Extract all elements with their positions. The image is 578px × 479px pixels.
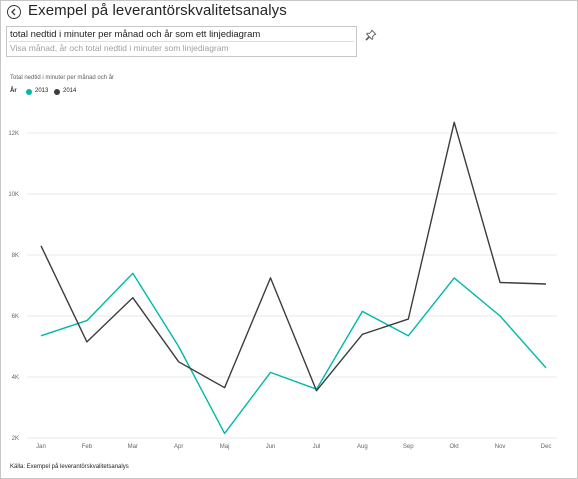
data-point-2013 <box>498 314 501 317</box>
pin-button[interactable] <box>365 28 377 41</box>
data-point-2014 <box>85 340 88 343</box>
qa-suggestion-text: Visa månad, år och total nedtid i minute… <box>10 43 229 53</box>
line-chart: 2K 4K 6K 8K 10K 12K Jan Feb Mar Apr Maj Jun Jul Aug Se… <box>8 121 557 450</box>
data-point-2014 <box>498 281 501 284</box>
series-line-2014 <box>40 121 547 392</box>
x-tick-label: Feb <box>82 444 93 450</box>
legend-label-2014: 2014 <box>63 88 77 94</box>
x-tick-label: Aug <box>357 444 368 450</box>
data-point-2014 <box>407 317 410 320</box>
qa-box: total nedtid i minuter per månad och år … <box>6 26 357 57</box>
x-tick-label: Okt <box>450 444 460 450</box>
legend-label-2013: 2013 <box>35 88 49 94</box>
data-point-2013 <box>453 276 456 279</box>
data-point-2013 <box>407 334 410 337</box>
chart-title: Total nedtid i minuter per månad och år <box>10 75 115 81</box>
page-title: Exempel på leverantörskvalitetsanalys <box>28 2 287 19</box>
y-tick-label: 12K <box>8 131 19 137</box>
y-tick-label: 4K <box>12 375 19 381</box>
x-tick-label: Nov <box>495 444 506 450</box>
series-line-2013 <box>40 272 547 435</box>
data-point-2014 <box>223 386 226 389</box>
pin-icon <box>365 29 377 41</box>
y-tick-label: 2K <box>12 436 19 442</box>
data-point-2014 <box>453 121 456 124</box>
x-tick-label: Dec <box>541 444 552 450</box>
data-point-2013 <box>131 272 134 275</box>
data-point-2013 <box>269 371 272 374</box>
back-arrow-icon <box>11 8 16 16</box>
x-tick-label: Apr <box>174 444 183 450</box>
legend-dot-2013 <box>26 89 32 95</box>
data-point-2013 <box>85 319 88 322</box>
y-tick-label: 10K <box>8 192 19 198</box>
source-caption: Källa: Exempel på leverantörskvalitetsan… <box>10 464 129 470</box>
header: Exempel på leverantörskvalitetsanalys <box>1 1 577 23</box>
data-point-2013 <box>177 345 180 348</box>
y-tick-label: 8K <box>12 253 19 259</box>
data-point-2014 <box>39 244 42 247</box>
data-point-2013 <box>361 310 364 313</box>
x-tick-label: Maj <box>220 444 230 450</box>
legend-title: År <box>10 88 17 94</box>
qa-divider <box>9 41 354 42</box>
data-point-2014 <box>315 389 318 392</box>
data-point-2013 <box>39 334 42 337</box>
back-button[interactable] <box>7 5 21 19</box>
data-point-2014 <box>361 333 364 336</box>
qa-query-input[interactable]: total nedtid i minuter per månad och år … <box>10 29 261 40</box>
data-point-2014 <box>131 296 134 299</box>
x-tick-label: Mar <box>128 444 138 450</box>
legend-dot-2014 <box>54 89 60 95</box>
data-point-2014 <box>269 276 272 279</box>
data-point-2014 <box>544 282 547 285</box>
x-tick-label: Jun <box>266 444 276 450</box>
x-tick-label: Sep <box>403 444 414 450</box>
x-tick-label: Jul <box>313 444 321 450</box>
y-tick-label: 6K <box>12 314 19 320</box>
x-tick-label: Jan <box>36 444 46 450</box>
data-point-2013 <box>223 432 226 435</box>
data-point-2013 <box>544 366 547 369</box>
data-point-2014 <box>177 360 180 363</box>
